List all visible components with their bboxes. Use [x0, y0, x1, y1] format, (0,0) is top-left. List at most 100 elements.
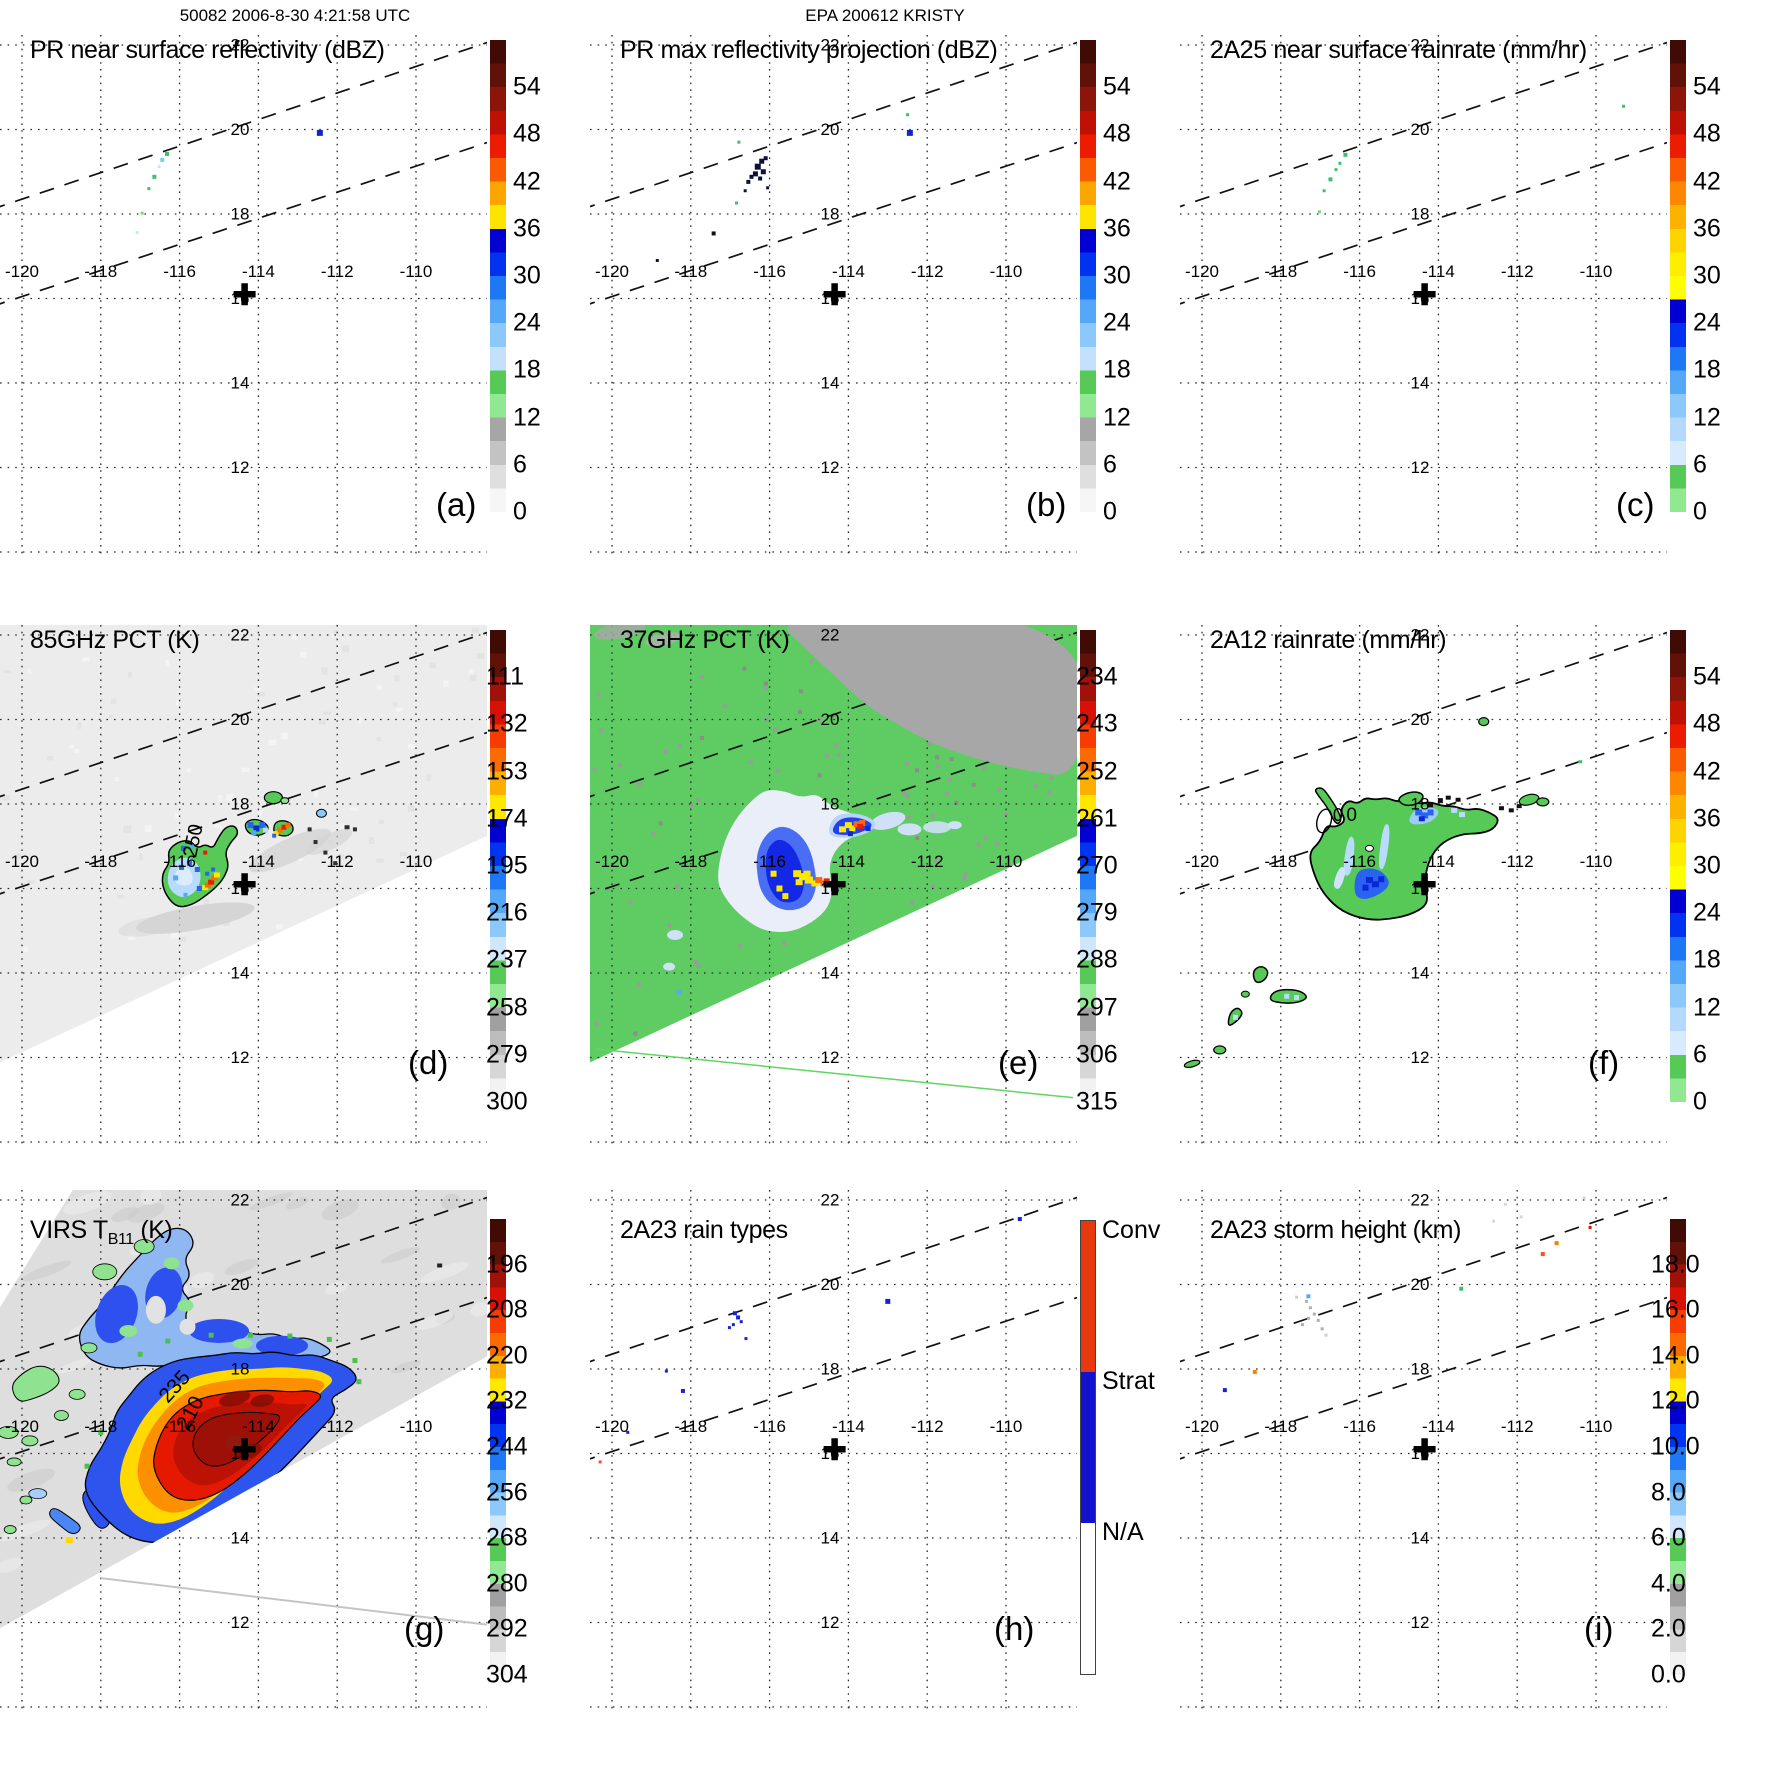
- svg-text:-114: -114: [242, 1417, 275, 1436]
- colorbar-tick-label: 315: [1076, 1087, 1118, 1116]
- svg-text:-110: -110: [1580, 1417, 1613, 1436]
- data-pixel: [1554, 1241, 1559, 1246]
- pr-swath-edge: [590, 41, 1077, 208]
- panel-title: 85GHz PCT (K): [30, 626, 200, 654]
- colorbar-segment-label: N/A: [1102, 1518, 1144, 1546]
- colorbar-tick-label: 12: [1103, 403, 1131, 432]
- svg-text:-110: -110: [1580, 262, 1613, 281]
- data-pixel: [598, 1460, 602, 1464]
- colorbar-bar: [490, 1219, 506, 1675]
- svg-text:22: 22: [821, 626, 840, 645]
- colorbar-tick-label: 48: [513, 119, 541, 148]
- svg-text:-120: -120: [5, 852, 39, 871]
- data-pixel: [1317, 210, 1321, 214]
- storm-center-marker: [823, 873, 846, 896]
- data-pixel: [664, 1369, 668, 1373]
- svg-text:-114: -114: [1422, 1417, 1455, 1436]
- svg-text:-114: -114: [832, 1417, 865, 1436]
- colorbar-tick-label: 8.0: [1651, 1478, 1686, 1507]
- adjacent-swath-edge: [596, 1048, 1074, 1099]
- data-features: [594, 625, 1077, 1060]
- colorbar-bar: [1080, 1220, 1096, 1675]
- colorbar-tick-label: 4.0: [1651, 1569, 1686, 1598]
- svg-text:12: 12: [1411, 1613, 1430, 1632]
- panel-title: PR near surface reflectivity (dBZ): [30, 36, 385, 64]
- svg-text:12: 12: [231, 458, 250, 477]
- data-pixel: [1306, 1294, 1311, 1299]
- data-pixel: [1519, 1215, 1523, 1219]
- colorbar-tick-label: 6.0: [1651, 1523, 1686, 1552]
- panel-g-virs-tb11: -120 -118 -116 -114 -112 -110 22 20 18 16 14 12 235 2…: [0, 1180, 591, 1771]
- panel-letter: (a): [436, 486, 477, 523]
- colorbar-tick-label: 288: [1076, 945, 1118, 974]
- svg-text:-116: -116: [163, 852, 196, 871]
- storm-center-marker: [233, 873, 256, 896]
- colorbar-bar: [1080, 40, 1096, 512]
- colorbar-tick-label: 42: [1693, 167, 1721, 196]
- storm-name: EPA 200612 KRISTY: [805, 6, 965, 25]
- map-layers: -120 -118 -116 -114 -112 -1102220181614122352…: [0, 1190, 487, 1710]
- data-pixel: [680, 1388, 685, 1393]
- svg-text:14: 14: [1411, 374, 1430, 393]
- panel-letter: (h): [994, 1610, 1035, 1647]
- data-pixel: [1459, 1286, 1464, 1291]
- svg-text:-112: -112: [321, 852, 354, 871]
- panel-title: 2A12 rainrate (mm/hr): [1210, 626, 1447, 654]
- svg-text:20: 20: [231, 120, 250, 139]
- svg-text:-120: -120: [1185, 1417, 1219, 1436]
- storm-center-marker: [233, 1438, 256, 1461]
- data-pixel: [737, 140, 741, 144]
- colorbar-segment: [1081, 1221, 1095, 1372]
- svg-text:-114: -114: [242, 262, 275, 281]
- colorbar-tick-label: 292: [486, 1614, 528, 1643]
- colorbar-tick-label: 261: [1076, 804, 1118, 833]
- data-features: [0, 1227, 443, 1544]
- svg-text:-110: -110: [990, 852, 1023, 871]
- panel-letter: (b): [1026, 486, 1067, 523]
- colorbar-tick-label: 256: [486, 1478, 528, 1507]
- svg-text:14: 14: [231, 1529, 250, 1548]
- svg-text:-118: -118: [84, 262, 117, 281]
- data-pixel: [758, 176, 763, 181]
- data-features: [1183, 717, 1583, 1068]
- data-pixel: [147, 187, 151, 191]
- svg-text:-112: -112: [321, 262, 354, 281]
- svg-text:20: 20: [821, 710, 840, 729]
- svg-text:-118: -118: [1264, 852, 1297, 871]
- panel-d-85ghz-pct: -120 -118 -116 -114 -112 -110 22 20 18 16 14 12 250 …: [0, 590, 591, 1181]
- colorbar-tick-label: 216: [486, 898, 528, 927]
- panel-letter: (g): [404, 1610, 445, 1647]
- panel-letter: (i): [1584, 1610, 1614, 1647]
- colorbar-segment-label: Strat: [1102, 1367, 1155, 1395]
- colorbar-tick-label: 24: [1693, 308, 1721, 337]
- colorbar-tick-label: 48: [1693, 709, 1721, 738]
- colorbar-tick-label: 12: [513, 403, 541, 432]
- storm-center-marker: [1413, 1438, 1436, 1461]
- colorbar-tick-label: 18: [1693, 945, 1721, 974]
- storm-center-marker: [1413, 873, 1436, 896]
- panel-c-2a25-rainrate: -120 -118 -116 -114 -112 -110 22 20 18 16 14 12 54 4…: [1180, 0, 1771, 591]
- svg-text:18: 18: [821, 795, 840, 814]
- svg-text:20: 20: [231, 710, 250, 729]
- data-pixel: [1582, 1196, 1586, 1200]
- data-pixel: [752, 171, 758, 177]
- colorbar-tick-label: 243: [1076, 709, 1118, 738]
- panel-title: 2A23 storm height (km): [1210, 1216, 1462, 1244]
- colorbar-tick-label: 30: [1103, 261, 1131, 290]
- svg-text:22: 22: [231, 36, 250, 55]
- svg-text:12: 12: [821, 458, 840, 477]
- colorbar-tick-label: 6: [513, 450, 527, 479]
- pr-swath-edge: [1180, 1296, 1667, 1460]
- colorbar-tick-label: 18: [513, 355, 541, 384]
- colorbar-tick-label: 54: [1693, 662, 1721, 691]
- data-pixel: [760, 169, 766, 175]
- data-pixel: [1328, 177, 1333, 182]
- svg-text:22: 22: [1411, 626, 1430, 645]
